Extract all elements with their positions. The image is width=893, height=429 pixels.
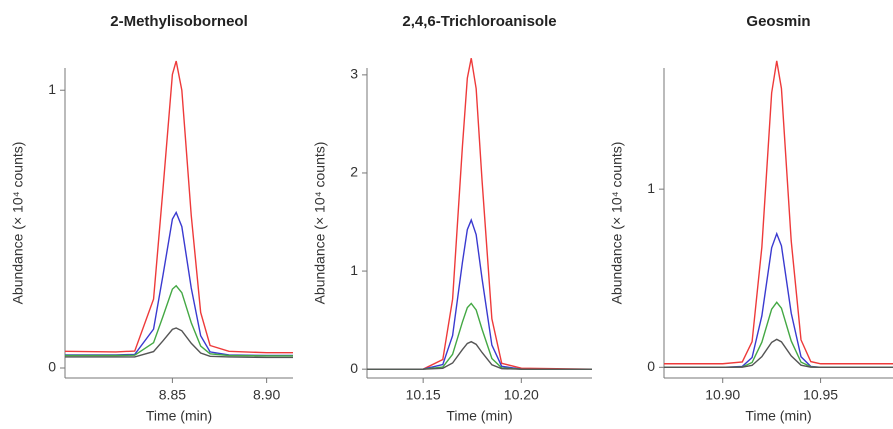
- y-tick-label: 1: [350, 262, 358, 278]
- y-tick-label: 3: [350, 66, 358, 82]
- series-line: [65, 284, 293, 357]
- x-axis-label: Time (min): [745, 408, 811, 424]
- y-tick-label: 0: [350, 360, 358, 376]
- y-tick-label: 0: [647, 358, 655, 374]
- x-tick-label: 10.20: [504, 387, 539, 403]
- y-tick-label: 0: [48, 359, 56, 375]
- series-line: [65, 210, 293, 357]
- series-line: [367, 302, 592, 370]
- y-tick-label: 1: [48, 81, 56, 97]
- series-line: [664, 231, 893, 369]
- y-tick-label: 2: [350, 164, 358, 180]
- series-line: [65, 327, 293, 359]
- x-tick-label: 10.90: [705, 387, 740, 403]
- series-line: [367, 340, 592, 370]
- x-axis-label: Time (min): [146, 408, 212, 424]
- series-line: [664, 60, 893, 365]
- x-axis-label: Time (min): [446, 408, 512, 424]
- y-tick-label: 1: [647, 180, 655, 196]
- series-line: [64, 60, 293, 354]
- x-tick-label: 8.90: [253, 387, 280, 403]
- panel-title: Geosmin: [746, 13, 810, 30]
- x-tick-label: 10.15: [406, 387, 441, 403]
- panel-title: 2,4,6-Trichloroanisole: [402, 13, 556, 30]
- series-line: [367, 218, 592, 370]
- x-tick-label: 8.85: [159, 387, 186, 403]
- x-tick-label: 10.95: [803, 387, 838, 403]
- series-line: [664, 338, 893, 369]
- panel-title: 2-Methylisoborneol: [110, 13, 248, 30]
- y-axis-label: Abundance (× 10⁴ counts): [10, 142, 26, 305]
- series-line: [664, 301, 893, 369]
- series-line: [367, 58, 593, 370]
- y-axis-label: Abundance (× 10⁴ counts): [312, 142, 328, 305]
- y-axis-label: Abundance (× 10⁴ counts): [609, 142, 625, 305]
